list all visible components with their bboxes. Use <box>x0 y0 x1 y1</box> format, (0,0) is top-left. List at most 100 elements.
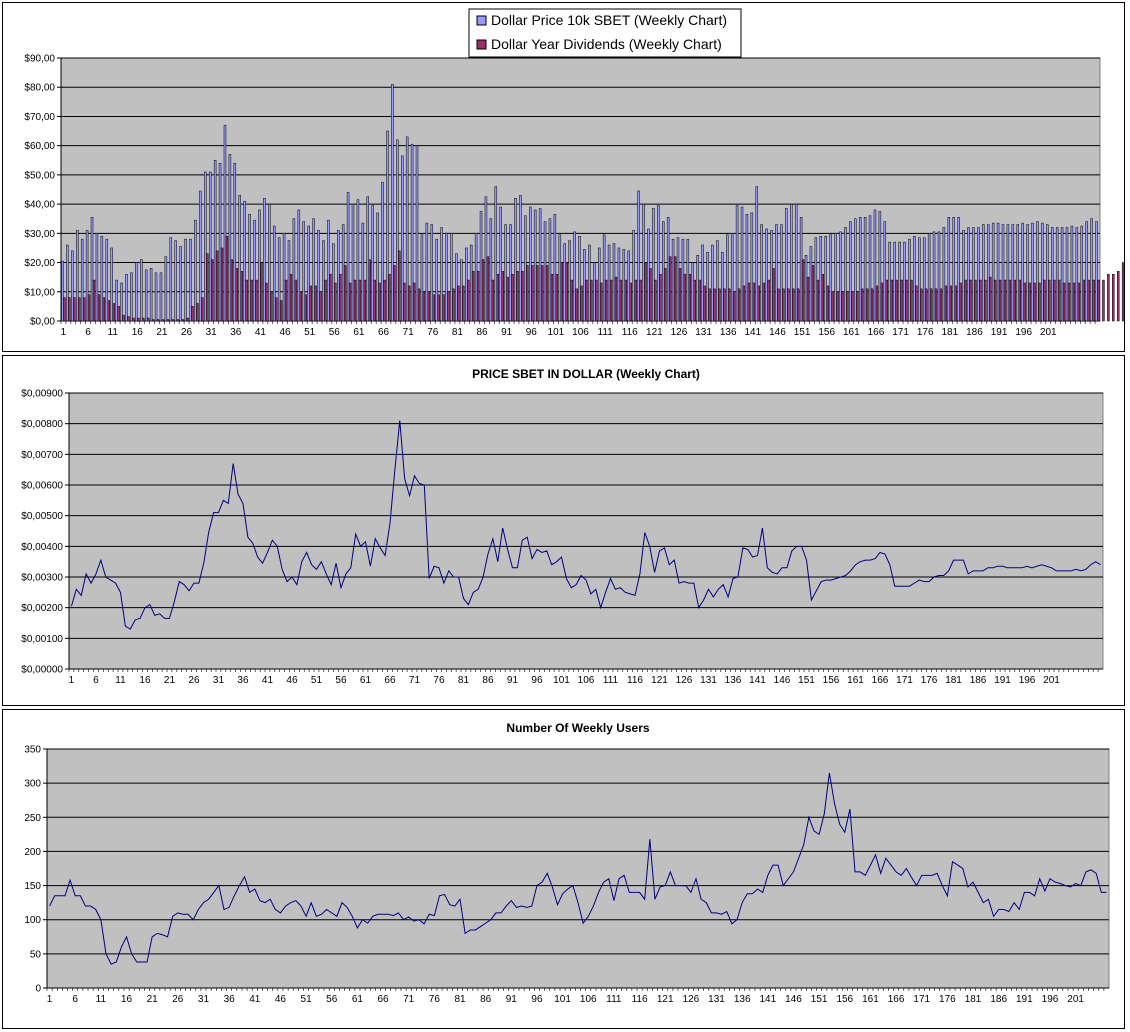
bar-dividend <box>230 259 234 322</box>
x-tick-label: 126 <box>671 327 688 338</box>
x-tick-label: 56 <box>329 327 341 338</box>
bar-dividend <box>624 279 628 322</box>
bar-dividend <box>526 265 529 322</box>
bar-price <box>844 227 847 322</box>
bar-price <box>583 249 586 322</box>
bar-dividend <box>668 256 672 322</box>
bar-price <box>1095 221 1098 322</box>
bar-dividend <box>841 291 844 322</box>
x-tick-label: 101 <box>554 994 571 1005</box>
bar-price <box>937 231 941 322</box>
bar-price <box>514 198 517 322</box>
bar-dividend <box>235 268 239 322</box>
x-tick-label: 146 <box>774 675 791 686</box>
bar-price <box>297 209 301 322</box>
bar-dividend <box>708 288 711 322</box>
bar-dividend <box>860 288 864 322</box>
bar-dividend <box>570 279 573 322</box>
x-tick-label: 96 <box>531 675 543 686</box>
x-tick-label: 71 <box>409 675 421 686</box>
bar-price <box>1026 224 1029 322</box>
bar-price <box>617 247 621 322</box>
bar-dividend <box>836 291 839 322</box>
bar-dividend <box>535 265 539 322</box>
series-line <box>70 420 1101 630</box>
bar-dividend <box>324 279 327 322</box>
bar-dividend <box>880 282 884 322</box>
bar-price <box>268 203 271 322</box>
bar-price <box>504 224 507 322</box>
legend-entry: Dollar Year Dividends (Weekly Chart) <box>491 36 722 52</box>
bar-price <box>755 186 759 322</box>
bar-price <box>799 217 803 322</box>
chart-title: PRICE SBET IN DOLLAR (Weekly Chart) <box>472 367 700 381</box>
bar-dividend <box>496 273 500 322</box>
bar-dividend <box>732 291 736 322</box>
bar-dividend <box>629 282 632 322</box>
bar-dividend <box>1097 279 1100 322</box>
bar-price <box>898 241 901 322</box>
x-tick-label: 191 <box>1016 994 1033 1005</box>
bar-price <box>386 130 389 322</box>
bar-dividend <box>954 285 957 322</box>
bar-price <box>228 154 232 322</box>
bar-price <box>696 255 699 322</box>
bar-price <box>366 196 370 322</box>
bar-price <box>469 244 473 322</box>
bar-price <box>538 208 542 322</box>
bar-dividend <box>713 288 716 322</box>
x-tick-label: 166 <box>872 675 889 686</box>
x-tick-label: 136 <box>720 327 737 338</box>
bar-price <box>863 217 867 322</box>
bar-price <box>509 224 512 322</box>
bar-dividend <box>112 303 115 322</box>
bar-price <box>745 214 749 322</box>
bar-price <box>888 241 891 322</box>
bar-dividend <box>831 291 834 322</box>
x-tick-label: 111 <box>598 327 614 338</box>
bar-price <box>529 206 532 322</box>
bar-price <box>223 124 227 322</box>
y-tick-label: $0,00700 <box>21 450 63 461</box>
bar-price <box>208 171 212 322</box>
bar-price <box>661 221 665 322</box>
bar-price <box>770 230 773 322</box>
bar-price <box>991 222 995 322</box>
x-tick-label: 141 <box>759 994 776 1005</box>
bar-dividend <box>1077 282 1081 322</box>
bar-dividend <box>1043 279 1046 322</box>
bar-dividend <box>1023 282 1026 322</box>
bar-price <box>100 236 104 322</box>
bar-dividend <box>181 319 184 322</box>
bar-dividend <box>718 288 721 322</box>
bar-price <box>204 171 207 322</box>
bar-price <box>376 212 379 322</box>
bar-price <box>317 230 320 322</box>
bar-price <box>652 208 655 322</box>
bar-dividend <box>969 279 972 322</box>
bar-dividend <box>363 279 367 322</box>
bar-price <box>110 247 113 322</box>
x-tick-label: 161 <box>847 675 864 686</box>
bar-dividend <box>796 288 800 322</box>
y-tick-label: $0,00000 <box>21 665 63 676</box>
bar-price <box>996 222 1000 322</box>
bar-dividend <box>279 300 283 322</box>
x-tick-label: 176 <box>917 327 934 338</box>
bar-price <box>824 236 827 322</box>
bar-price <box>61 260 64 322</box>
bar-dividend <box>599 282 603 322</box>
bar-price <box>272 225 276 322</box>
bar-dividend <box>225 236 229 322</box>
bar-dividend <box>649 268 652 322</box>
bar-dividend <box>545 265 549 322</box>
bar-dividend <box>486 256 490 322</box>
bar-dividend <box>550 273 554 322</box>
bar-dividend <box>1057 279 1061 322</box>
bar-price <box>164 256 168 322</box>
bar-price <box>253 219 256 322</box>
bar-price <box>194 219 197 322</box>
bar-price <box>1055 227 1059 322</box>
bar-dividend <box>851 291 854 322</box>
bar-price <box>135 262 138 322</box>
